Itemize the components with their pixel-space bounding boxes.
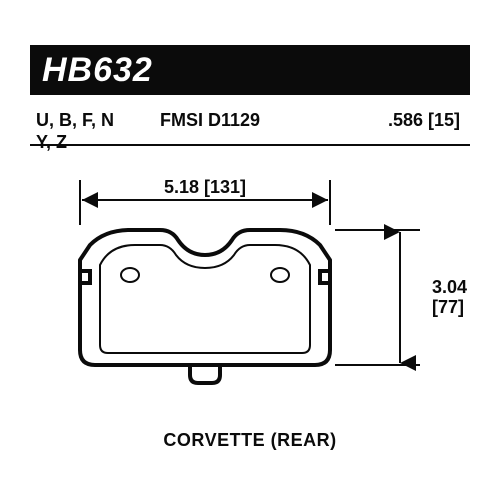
height-label-bottom: [77] [432, 297, 464, 317]
brake-pad-shape [80, 230, 330, 383]
brake-pad-svg: 5.18 [131] 3.04 [77] [30, 165, 470, 445]
diagram: 5.18 [131] 3.04 [77] [30, 165, 470, 445]
header-underline [30, 144, 470, 146]
height-dimension: 3.04 [77] [335, 230, 467, 365]
compound-codes-line1: U, B, F, N [36, 110, 146, 131]
width-dimension: 5.18 [131] [80, 177, 330, 225]
fmsi-code: FMSI D1129 [160, 110, 260, 131]
header-band: HB632 [30, 45, 470, 95]
caption: CORVETTE (REAR) [0, 430, 500, 451]
compound-codes-line2: Y, Z [36, 132, 67, 153]
part-number: HB632 [42, 51, 153, 90]
thickness-value: .586 [15] [388, 110, 460, 131]
width-label: 5.18 [131] [164, 177, 246, 197]
spec-card: HB632 U, B, F, N Y, Z FMSI D1129 .586 [1… [0, 0, 500, 500]
height-label-top: 3.04 [432, 277, 467, 297]
